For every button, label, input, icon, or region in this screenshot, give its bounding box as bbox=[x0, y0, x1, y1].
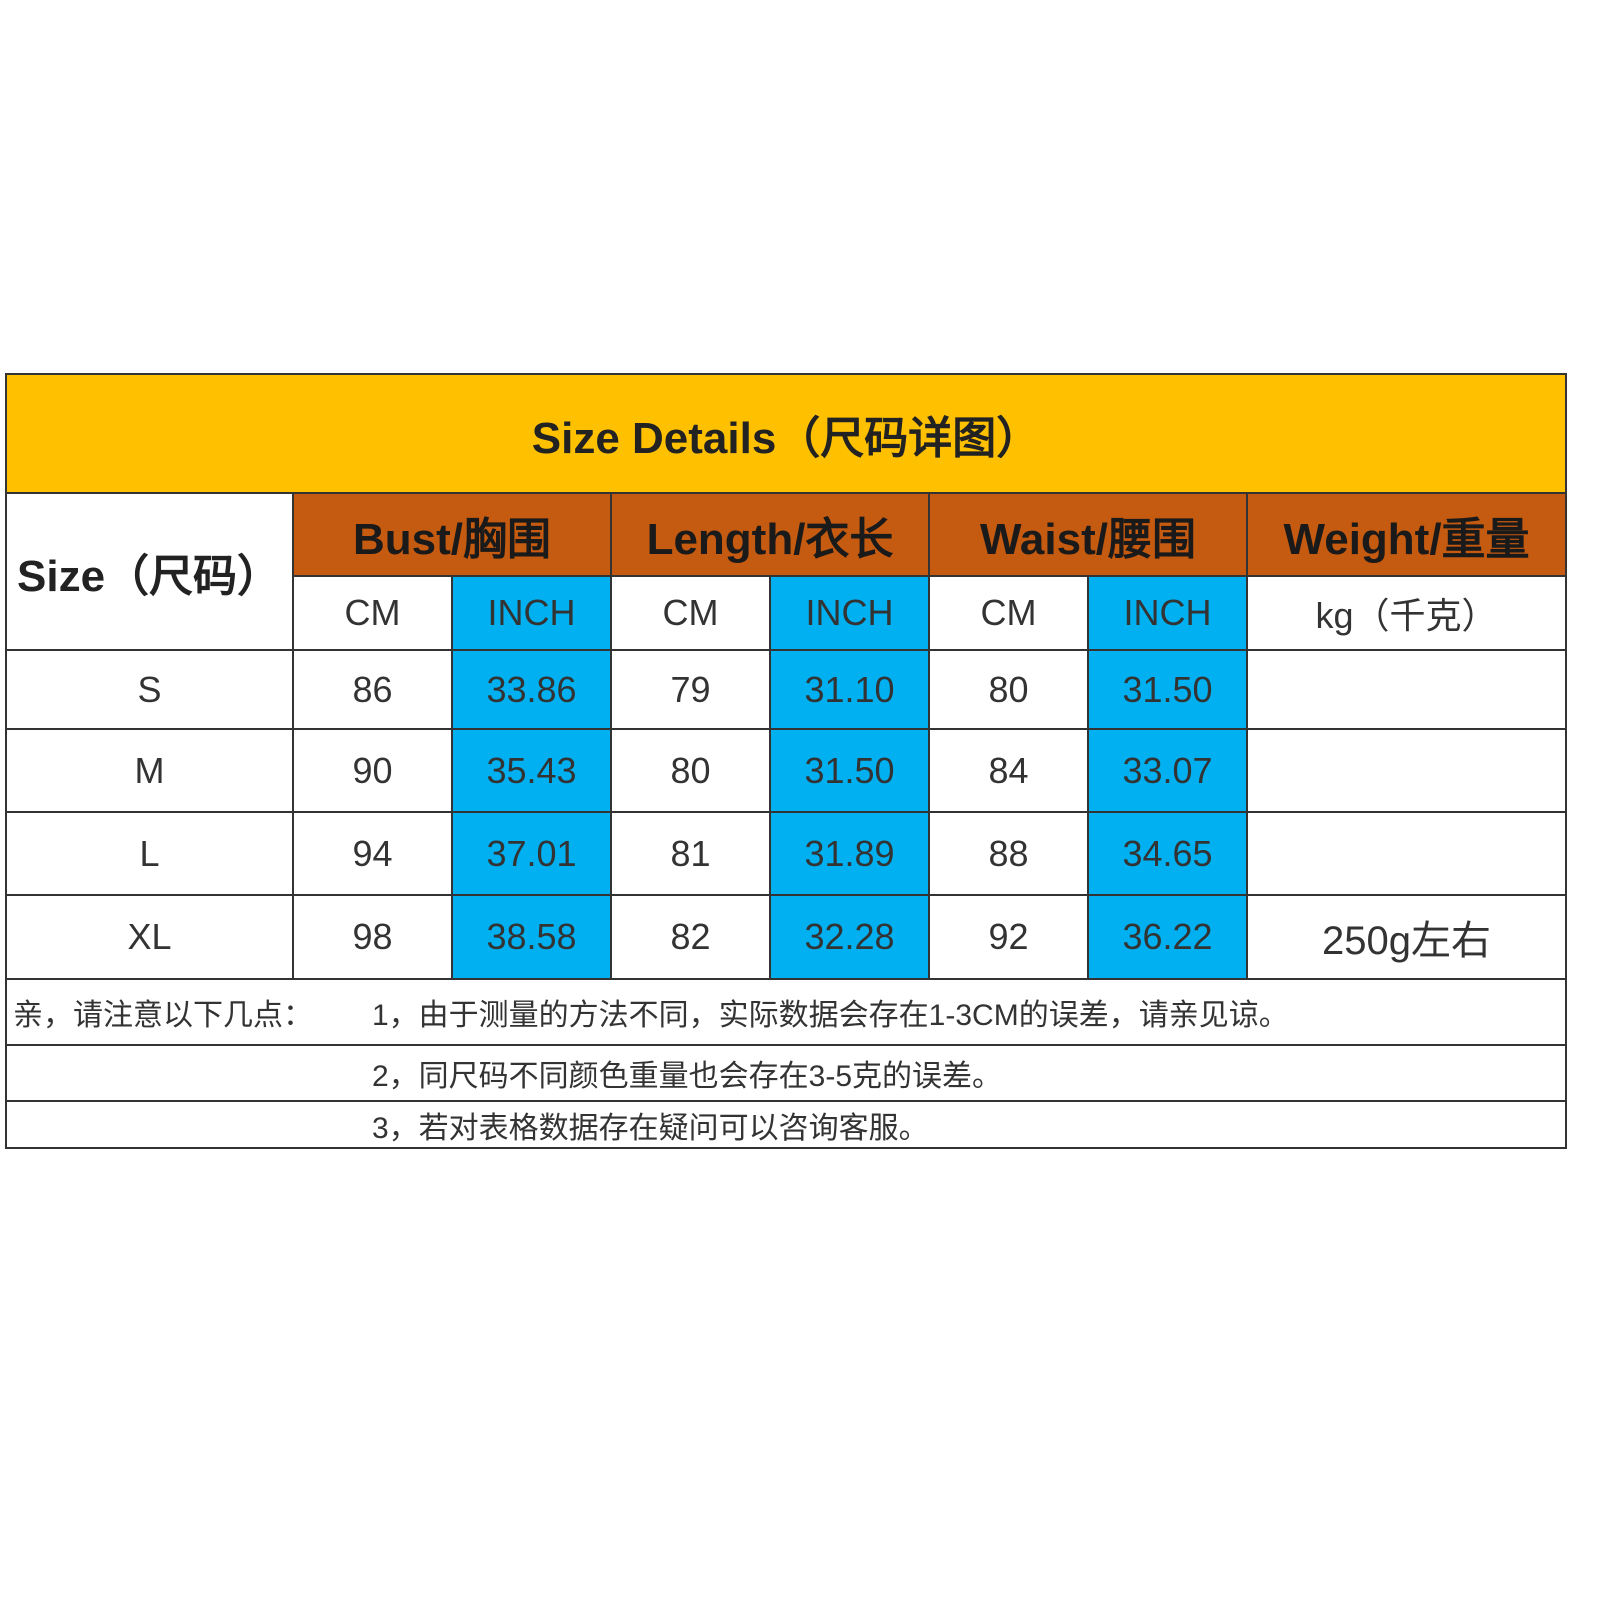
chart-title: Size Details（尺码详图） bbox=[4, 373, 1568, 494]
bust-inch-cell: 35.43 bbox=[451, 728, 612, 813]
waist-inch-cell: 31.50 bbox=[1087, 649, 1248, 730]
weight-cell bbox=[1245, 811, 1568, 896]
bust-inch-unit: INCH bbox=[451, 575, 612, 651]
weight-unit: kg（千克） bbox=[1245, 575, 1568, 651]
length-inch-unit: INCH bbox=[769, 575, 930, 651]
note-item: 2，同尺码不同颜色重量也会存在3-5克的误差。 bbox=[372, 1060, 1003, 1093]
length-cm-cell: 80 bbox=[610, 728, 771, 813]
size-cell: L bbox=[5, 811, 294, 896]
size-cell: M bbox=[5, 728, 294, 813]
title-row: Size Details（尺码详图） bbox=[4, 373, 1568, 494]
weight-cell bbox=[1245, 728, 1568, 813]
weight-cell bbox=[1245, 649, 1568, 730]
size-header: Size（尺码） bbox=[5, 492, 294, 651]
bust-header: Bust/胸围 bbox=[292, 492, 612, 577]
waist-cm-cell: 88 bbox=[928, 811, 1089, 896]
waist-cm-unit: CM bbox=[928, 575, 1089, 651]
note-item: 1，由于测量的方法不同，实际数据会存在1-3CM的误差，请亲见谅。 bbox=[372, 999, 1289, 1032]
note-row: 亲，请注意以下几点： 1，由于测量的方法不同，实际数据会存在1-3CM的误差，请… bbox=[4, 978, 1568, 1046]
header-row: Size（尺码） Bust/胸围 Length/衣长 Waist/腰围 Weig… bbox=[5, 492, 1568, 651]
bust-inch-cell: 37.01 bbox=[451, 811, 612, 896]
length-cm-cell: 79 bbox=[610, 649, 771, 730]
length-inch-cell: 31.50 bbox=[769, 728, 930, 813]
weight-cell: 250g左右 bbox=[1245, 894, 1568, 980]
bust-inch-cell: 33.86 bbox=[451, 649, 612, 730]
size-cell: S bbox=[5, 649, 294, 730]
notes-lead: 亲，请注意以下几点： bbox=[13, 999, 313, 1032]
note-row: 2，同尺码不同颜色重量也会存在3-5克的误差。 bbox=[4, 1044, 1568, 1102]
waist-cm-cell: 80 bbox=[928, 649, 1089, 730]
bust-cm-cell: 86 bbox=[292, 649, 453, 730]
note-cell: 亲，请注意以下几点： 1，由于测量的方法不同，实际数据会存在1-3CM的误差，请… bbox=[4, 978, 1568, 1046]
waist-cm-cell: 92 bbox=[928, 894, 1089, 980]
length-inch-cell: 31.89 bbox=[769, 811, 930, 896]
waist-cm-cell: 84 bbox=[928, 728, 1089, 813]
size-cell: XL bbox=[5, 894, 294, 980]
waist-header: Waist/腰围 bbox=[928, 492, 1248, 577]
length-cm-cell: 82 bbox=[610, 894, 771, 980]
waist-inch-cell: 36.22 bbox=[1087, 894, 1248, 980]
length-header: Length/衣长 bbox=[610, 492, 930, 577]
length-inch-cell: 31.10 bbox=[769, 649, 930, 730]
bust-cm-cell: 90 bbox=[292, 728, 453, 813]
table-row: M 90 35.43 80 31.50 84 33.07 bbox=[5, 728, 1568, 813]
waist-inch-cell: 33.07 bbox=[1087, 728, 1248, 813]
bust-cm-cell: 98 bbox=[292, 894, 453, 980]
table-row: XL 98 38.58 82 32.28 92 36.22 250g左右 bbox=[5, 894, 1568, 980]
bust-cm-unit: CM bbox=[292, 575, 453, 651]
note-cell: 3，若对表格数据存在疑问可以咨询客服。 bbox=[4, 1100, 1568, 1149]
unit-row: CM INCH CM INCH CM INCH kg（千克） bbox=[6, 575, 1568, 651]
bust-cm-cell: 94 bbox=[292, 811, 453, 896]
waist-inch-cell: 34.65 bbox=[1087, 811, 1248, 896]
length-cm-unit: CM bbox=[610, 575, 771, 651]
length-cm-cell: 81 bbox=[610, 811, 771, 896]
waist-inch-unit: INCH bbox=[1087, 575, 1248, 651]
note-item: 3，若对表格数据存在疑问可以咨询客服。 bbox=[372, 1111, 929, 1145]
table-row: L 94 37.01 81 31.89 88 34.65 bbox=[5, 811, 1568, 896]
length-inch-cell: 32.28 bbox=[769, 894, 930, 980]
note-row: 3，若对表格数据存在疑问可以咨询客服。 bbox=[4, 1100, 1568, 1149]
note-cell: 2，同尺码不同颜色重量也会存在3-5克的误差。 bbox=[4, 1044, 1568, 1102]
table-row: S 86 33.86 79 31.10 80 31.50 bbox=[5, 649, 1568, 730]
bust-inch-cell: 38.58 bbox=[451, 894, 612, 980]
weight-header: Weight/重量 bbox=[1245, 492, 1568, 577]
size-chart-table: Size Details（尺码详图） Size（尺码） Bust/胸围 Leng… bbox=[4, 373, 1568, 1149]
